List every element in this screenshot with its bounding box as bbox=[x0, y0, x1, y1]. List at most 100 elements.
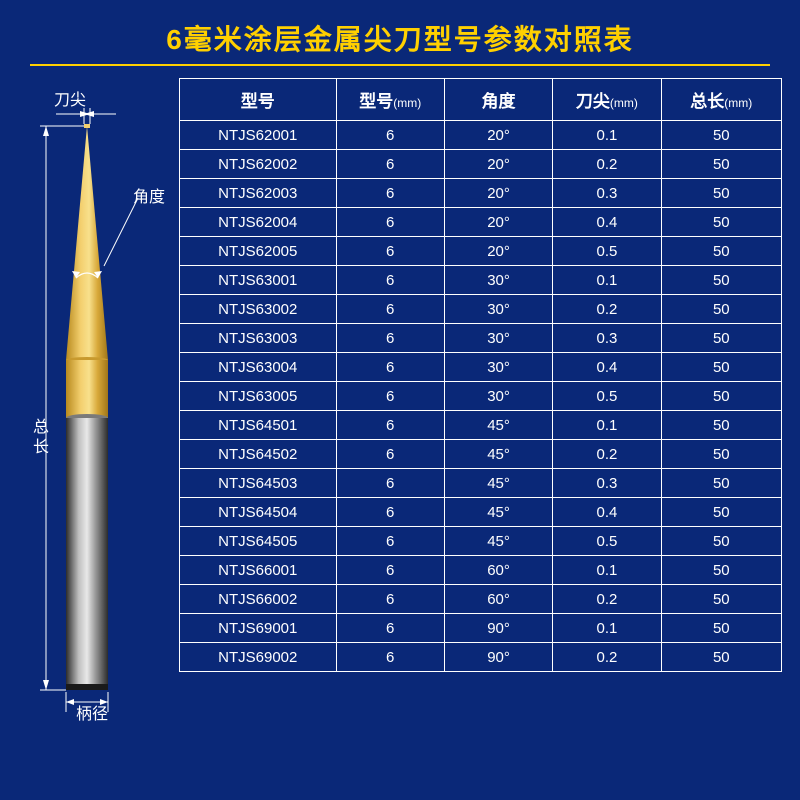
cell: 0.5 bbox=[553, 382, 661, 411]
cell: NTJS64501 bbox=[180, 411, 337, 440]
cell: 50 bbox=[661, 556, 781, 585]
table-row: NTJS62004620°0.450 bbox=[180, 208, 782, 237]
table-row: NTJS62001620°0.150 bbox=[180, 121, 782, 150]
col-header-unit: (mm) bbox=[610, 96, 638, 110]
page-title: 6毫米涂层金属尖刀型号参数对照表 bbox=[0, 0, 800, 64]
cell: 6 bbox=[336, 585, 444, 614]
cell: 0.1 bbox=[553, 614, 661, 643]
cell: 30° bbox=[444, 324, 552, 353]
col-header-main: 总长 bbox=[690, 92, 724, 111]
cell: 6 bbox=[336, 121, 444, 150]
cell: 45° bbox=[444, 469, 552, 498]
table-row: NTJS64501645°0.150 bbox=[180, 411, 782, 440]
cell: 6 bbox=[336, 440, 444, 469]
cell: 0.3 bbox=[553, 469, 661, 498]
cell: 6 bbox=[336, 353, 444, 382]
cell: 50 bbox=[661, 208, 781, 237]
table-row: NTJS63003630°0.350 bbox=[180, 324, 782, 353]
cell: 6 bbox=[336, 382, 444, 411]
cell: 50 bbox=[661, 643, 781, 672]
cell: 0.2 bbox=[553, 643, 661, 672]
cell: 30° bbox=[444, 266, 552, 295]
table-row: NTJS64502645°0.250 bbox=[180, 440, 782, 469]
cell: 50 bbox=[661, 324, 781, 353]
cell: 20° bbox=[444, 208, 552, 237]
cell: 30° bbox=[444, 353, 552, 382]
cell: 20° bbox=[444, 150, 552, 179]
cell: 0.1 bbox=[553, 121, 661, 150]
col-header-2: 角度 bbox=[444, 79, 552, 121]
col-header-main: 角度 bbox=[482, 92, 516, 111]
cell: 0.5 bbox=[553, 527, 661, 556]
cell: NTJS62002 bbox=[180, 150, 337, 179]
cell: 6 bbox=[336, 643, 444, 672]
cell: 0.4 bbox=[553, 353, 661, 382]
cell: 50 bbox=[661, 469, 781, 498]
title-underline bbox=[30, 64, 770, 66]
cell: NTJS64502 bbox=[180, 440, 337, 469]
col-header-unit: (mm) bbox=[724, 96, 752, 110]
col-header-unit: (mm) bbox=[393, 96, 421, 110]
cell: 50 bbox=[661, 237, 781, 266]
cell: 50 bbox=[661, 498, 781, 527]
cell: 6 bbox=[336, 527, 444, 556]
cell: 6 bbox=[336, 498, 444, 527]
cell: 0.2 bbox=[553, 295, 661, 324]
cell: 45° bbox=[444, 440, 552, 469]
cell: NTJS62003 bbox=[180, 179, 337, 208]
cell: 60° bbox=[444, 585, 552, 614]
table-row: NTJS62005620°0.550 bbox=[180, 237, 782, 266]
cell: 0.2 bbox=[553, 585, 661, 614]
table-row: NTJS66001660°0.150 bbox=[180, 556, 782, 585]
cell: 0.2 bbox=[553, 150, 661, 179]
cell: 20° bbox=[444, 237, 552, 266]
cell: 0.1 bbox=[553, 266, 661, 295]
cell: 6 bbox=[336, 208, 444, 237]
cell: NTJS62005 bbox=[180, 237, 337, 266]
cell: 6 bbox=[336, 556, 444, 585]
col-header-4: 总长(mm) bbox=[661, 79, 781, 121]
cell: 50 bbox=[661, 353, 781, 382]
spec-table-wrap: 型号型号(mm)角度刀尖(mm)总长(mm) NTJS62001620°0.15… bbox=[173, 78, 782, 718]
cell: NTJS63004 bbox=[180, 353, 337, 382]
cell: NTJS63002 bbox=[180, 295, 337, 324]
table-body: NTJS62001620°0.150NTJS62002620°0.250NTJS… bbox=[180, 121, 782, 672]
cell: 30° bbox=[444, 382, 552, 411]
cell: 6 bbox=[336, 266, 444, 295]
cell: 6 bbox=[336, 411, 444, 440]
table-row: NTJS62003620°0.350 bbox=[180, 179, 782, 208]
cell: 60° bbox=[444, 556, 552, 585]
cell: NTJS63001 bbox=[180, 266, 337, 295]
cell: 50 bbox=[661, 440, 781, 469]
cell: 0.5 bbox=[553, 237, 661, 266]
cell: NTJS64504 bbox=[180, 498, 337, 527]
cell: 0.2 bbox=[553, 440, 661, 469]
col-header-3: 刀尖(mm) bbox=[553, 79, 661, 121]
tool-diagram: 刀尖 角度 总长 柄径 bbox=[18, 78, 173, 718]
cell: 20° bbox=[444, 121, 552, 150]
table-row: NTJS64504645°0.450 bbox=[180, 498, 782, 527]
table-row: NTJS63004630°0.450 bbox=[180, 353, 782, 382]
col-header-main: 型号 bbox=[241, 92, 275, 111]
cell: 90° bbox=[444, 643, 552, 672]
cell: 0.3 bbox=[553, 179, 661, 208]
table-head: 型号型号(mm)角度刀尖(mm)总长(mm) bbox=[180, 79, 782, 121]
cell: 45° bbox=[444, 411, 552, 440]
cell: NTJS62001 bbox=[180, 121, 337, 150]
cell: 50 bbox=[661, 179, 781, 208]
cell: NTJS66002 bbox=[180, 585, 337, 614]
cell: 20° bbox=[444, 179, 552, 208]
cell: 0.1 bbox=[553, 411, 661, 440]
cell: NTJS69001 bbox=[180, 614, 337, 643]
table-row: NTJS64505645°0.550 bbox=[180, 527, 782, 556]
col-header-main: 型号 bbox=[359, 92, 393, 111]
cell: NTJS64503 bbox=[180, 469, 337, 498]
cell: 6 bbox=[336, 324, 444, 353]
cell: 50 bbox=[661, 266, 781, 295]
table-row: NTJS63005630°0.550 bbox=[180, 382, 782, 411]
cell: 6 bbox=[336, 295, 444, 324]
cell: 0.1 bbox=[553, 556, 661, 585]
cell: 6 bbox=[336, 179, 444, 208]
cell: 90° bbox=[444, 614, 552, 643]
cell: 0.3 bbox=[553, 324, 661, 353]
